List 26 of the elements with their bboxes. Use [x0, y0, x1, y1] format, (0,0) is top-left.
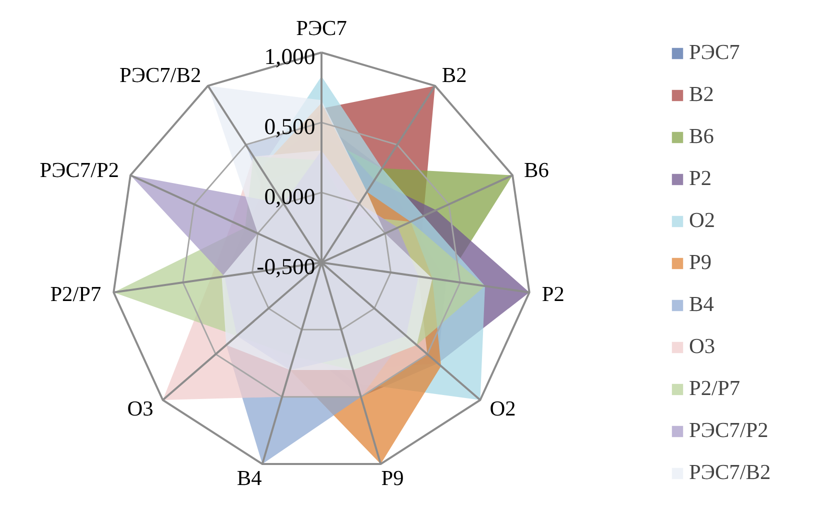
- legend-label: О3: [689, 334, 716, 359]
- spoke-label: РЭС7/В2: [120, 63, 202, 88]
- spoke-label: В2: [442, 63, 467, 88]
- legend-label: В6: [689, 124, 714, 149]
- legend-label: В4: [689, 292, 714, 317]
- spoke-label: О3: [127, 396, 154, 420]
- legend-label: Р2/Р7: [689, 376, 740, 401]
- spoke-label: Р2/Р7: [50, 282, 102, 306]
- legend-label: Р2: [689, 166, 712, 191]
- y-tick-label: 0,500: [264, 114, 316, 140]
- legend-label: РЭС7/Р2: [689, 418, 768, 443]
- legend-label: О2: [689, 208, 716, 233]
- legend-label: РЭС7: [689, 40, 740, 65]
- spoke-label: О2: [490, 396, 516, 420]
- y-tick-label: -0,500: [256, 254, 316, 280]
- spoke-label: В4: [236, 466, 262, 490]
- legend-label: В2: [689, 82, 714, 107]
- legend-label: РЭС7/В2: [689, 460, 771, 485]
- y-tick-label: 1,000: [264, 44, 316, 70]
- spoke-label: РЭС7/Р2: [40, 158, 120, 182]
- spoke-label: Р9: [381, 466, 404, 490]
- spoke-label: РЭС7: [296, 16, 348, 40]
- spoke-label: В6: [524, 158, 550, 182]
- y-tick-label: 0,000: [264, 184, 316, 210]
- legend-label: Р9: [689, 250, 712, 275]
- spoke-label: Р2: [542, 282, 564, 306]
